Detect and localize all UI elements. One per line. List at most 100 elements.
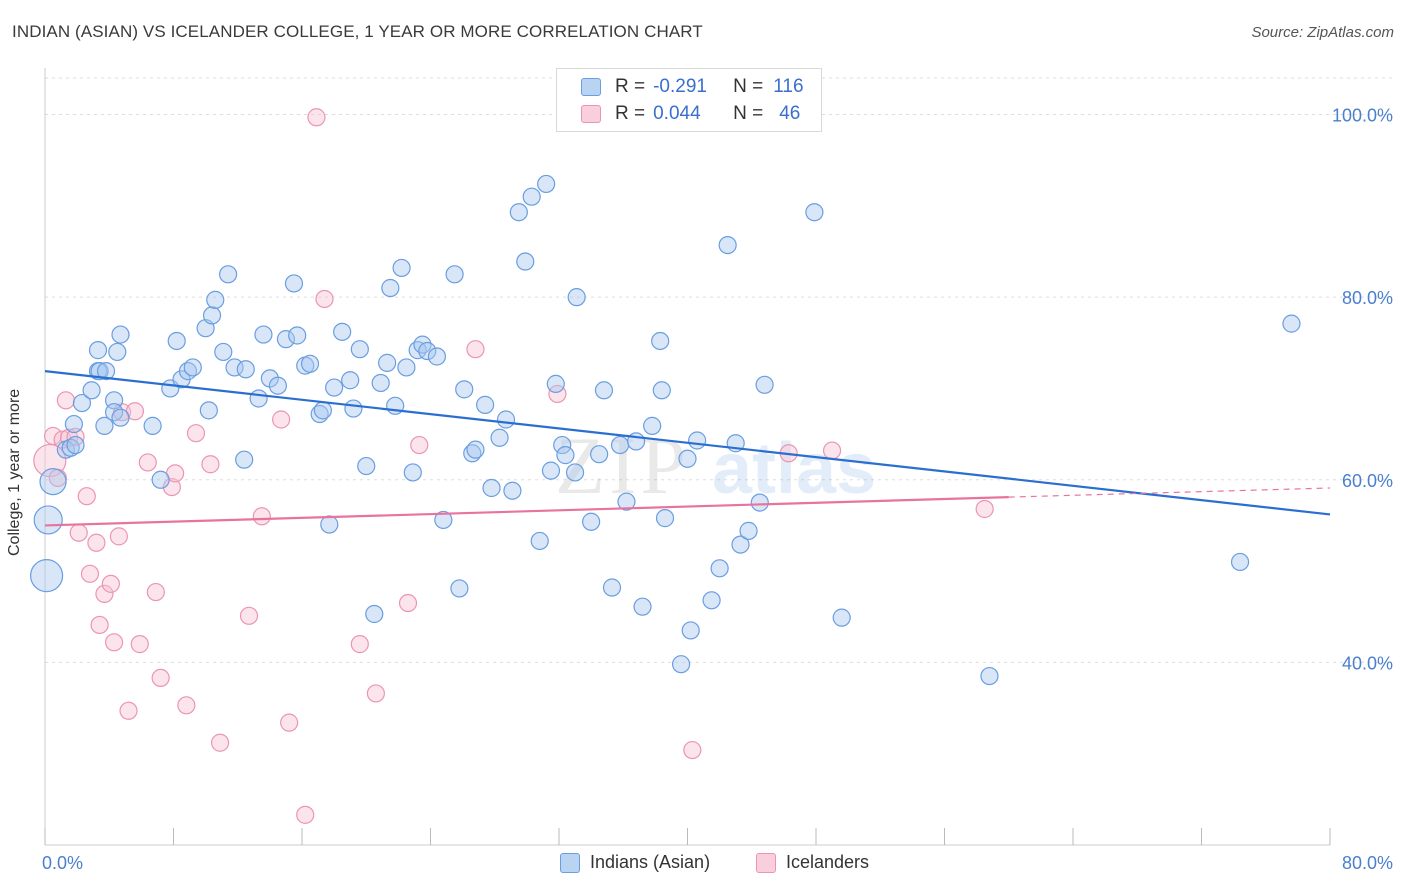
indians-asian-point bbox=[365, 604, 384, 624]
icelanders-point bbox=[109, 527, 128, 546]
indians-asian-point bbox=[655, 509, 675, 528]
icelanders-point bbox=[80, 564, 100, 583]
icelanders-point bbox=[77, 487, 96, 506]
indians-asian-point bbox=[553, 435, 572, 455]
legend-r-label: R = bbox=[615, 76, 646, 97]
indians-asian-point bbox=[678, 449, 697, 468]
icelanders-point bbox=[146, 582, 165, 602]
source-label: Source: ZipAtlas.com bbox=[1251, 24, 1394, 41]
indians-asian-point bbox=[546, 374, 565, 393]
indians-asian-point bbox=[378, 353, 397, 372]
indians-asian-point bbox=[681, 621, 700, 640]
indians-asian-point bbox=[496, 410, 516, 429]
icelanders-point bbox=[350, 635, 369, 654]
indians-asian-point bbox=[39, 467, 67, 496]
indians-asian-point bbox=[33, 505, 63, 535]
indians-asian-point bbox=[206, 290, 225, 309]
icelanders-point bbox=[280, 713, 299, 732]
indians-asian-point bbox=[72, 393, 92, 413]
icelanders-point bbox=[56, 391, 75, 410]
indians-asian-point bbox=[466, 440, 485, 459]
icelanders-point bbox=[296, 805, 315, 824]
axes bbox=[44, 68, 1331, 846]
indians-asian-point bbox=[652, 381, 671, 400]
y-tick-label: 100.0% bbox=[1332, 106, 1393, 126]
indians-asian-point bbox=[313, 401, 332, 420]
indians-asian-point bbox=[254, 325, 273, 344]
indians-asian-point bbox=[143, 416, 162, 435]
icelanders-point bbox=[201, 455, 220, 474]
indians-asian-point bbox=[403, 463, 422, 482]
indians-asian-point bbox=[66, 435, 85, 455]
indians-asian-point bbox=[530, 531, 549, 551]
icelanders-point bbox=[410, 435, 429, 455]
indians-asian-point bbox=[397, 358, 416, 377]
y-tick-label: 80.0% bbox=[1342, 288, 1393, 308]
y-tick-label: 40.0% bbox=[1342, 653, 1393, 673]
indians-asian-point bbox=[357, 456, 376, 476]
indians-asian-point bbox=[90, 362, 109, 381]
indians-asian-point bbox=[582, 512, 601, 531]
indians-asian-point bbox=[408, 341, 427, 360]
indians-asian-point bbox=[445, 265, 464, 284]
indians-asian-point bbox=[111, 408, 130, 427]
indians-asian-point bbox=[1282, 314, 1301, 333]
indians-asian-point bbox=[450, 579, 469, 598]
indians-asian-point bbox=[718, 235, 737, 255]
indians-asian-point bbox=[95, 416, 114, 435]
indians-asian-point bbox=[341, 371, 360, 390]
indians-asian-point bbox=[96, 362, 116, 381]
indians-asian-point bbox=[633, 597, 652, 616]
watermark-atlas: atlas bbox=[712, 429, 876, 509]
indians-asian-point bbox=[371, 373, 390, 393]
icelanders-point bbox=[162, 477, 181, 497]
icelanders-point bbox=[307, 108, 326, 127]
indians-asian-point bbox=[392, 258, 411, 278]
icelanders-points bbox=[33, 108, 994, 824]
indians-asian-point bbox=[30, 559, 64, 593]
indians-asian-point bbox=[980, 666, 999, 686]
icelanders-point bbox=[366, 684, 385, 703]
bottom-legend-indians: Indians (Asian) bbox=[560, 852, 710, 873]
icelanders-point bbox=[272, 410, 291, 429]
x-tick-label: 0.0% bbox=[42, 853, 83, 873]
indians-asian-point bbox=[710, 559, 729, 578]
indians-asian-point bbox=[183, 358, 202, 377]
indians-asian-point bbox=[490, 428, 509, 447]
indians-asian-point bbox=[167, 331, 186, 351]
indians-asian-point bbox=[702, 591, 721, 610]
indians-asian-point bbox=[61, 438, 80, 457]
indians-asian-point bbox=[235, 450, 254, 469]
legend-swatch-blue bbox=[581, 78, 601, 96]
legend-n-value: 46 bbox=[779, 103, 801, 124]
indians-asian-point bbox=[617, 492, 636, 511]
stats-legend: R = -0.291 N = 116 R = 0.044 N = 46 bbox=[556, 68, 822, 132]
bottom-legend-icelanders: Icelanders bbox=[756, 852, 869, 873]
indians-asian-point bbox=[325, 378, 344, 397]
bottom-legend-label: Indians (Asian) bbox=[590, 852, 711, 872]
y-tick-labels: 40.0% 60.0% 80.0% 100.0% bbox=[1332, 106, 1393, 674]
indians-asian-point bbox=[202, 306, 222, 325]
icelanders-point bbox=[177, 696, 196, 715]
indians-asian-point bbox=[225, 358, 244, 377]
icelanders-point bbox=[210, 733, 230, 752]
indians-asian-point bbox=[832, 608, 851, 627]
indians-asian-point bbox=[503, 481, 522, 500]
legend-n-label: N = bbox=[733, 76, 764, 97]
icelanders-point bbox=[87, 533, 106, 552]
indians-asian-point bbox=[516, 252, 535, 271]
trendlines bbox=[44, 370, 1331, 527]
indians-asian-point bbox=[750, 493, 769, 512]
icelanders-point bbox=[69, 523, 88, 542]
indians-asian-point bbox=[556, 446, 575, 465]
icelanders-point bbox=[130, 635, 149, 654]
indians-asian-point bbox=[344, 399, 363, 418]
icelanders-point bbox=[104, 633, 124, 652]
icelanders-trendline bbox=[44, 496, 1009, 527]
indians-asian-point bbox=[288, 326, 307, 345]
icelanders-point bbox=[90, 615, 109, 635]
indians-asian-point bbox=[455, 380, 474, 399]
indians-asian-point bbox=[249, 389, 268, 408]
indians-asian-point bbox=[476, 395, 495, 414]
